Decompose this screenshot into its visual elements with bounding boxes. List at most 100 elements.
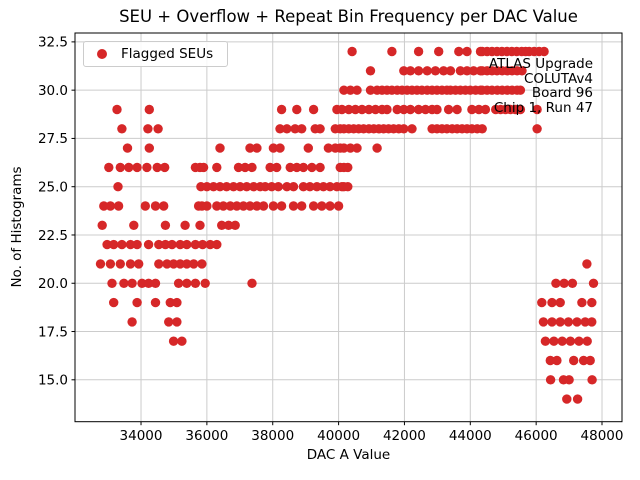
scatter-point xyxy=(545,375,556,385)
scatter-point xyxy=(555,297,565,308)
scatter-point xyxy=(150,278,161,288)
scatter-point xyxy=(272,162,282,173)
scatter-point xyxy=(164,317,174,327)
scatter-point xyxy=(102,239,112,250)
x-tick-label: 34000 xyxy=(120,428,163,444)
scatter-point xyxy=(177,336,187,346)
scatter-point xyxy=(132,239,142,250)
scatter-point xyxy=(345,143,356,153)
x-tick-label: 40000 xyxy=(317,428,360,444)
scatter-point xyxy=(198,162,209,173)
scatter-point xyxy=(577,297,587,308)
x-tick-label: 48000 xyxy=(581,428,624,444)
scatter-point xyxy=(365,66,376,76)
scatter-point xyxy=(99,201,109,211)
scatter-point xyxy=(223,220,234,230)
scatter-point xyxy=(430,66,441,76)
scatter-point xyxy=(585,355,595,366)
scatter-point xyxy=(143,278,154,288)
legend-label: Flagged SEUs xyxy=(121,46,214,62)
scatter-point xyxy=(175,239,185,250)
scatter-point xyxy=(370,104,381,115)
scatter-point xyxy=(438,66,449,76)
y-tick-label: 27.5 xyxy=(38,131,68,147)
scatter-point xyxy=(282,182,292,192)
scatter-point xyxy=(109,297,119,308)
scatter-point xyxy=(540,336,551,346)
scatter-point xyxy=(387,46,397,57)
scatter-point xyxy=(124,162,134,173)
scatter-point xyxy=(557,336,567,346)
scatter-point xyxy=(288,182,299,192)
scatter-point xyxy=(215,143,225,153)
scatter-point xyxy=(247,278,257,288)
scatter-point xyxy=(434,46,444,57)
scatter-point xyxy=(407,124,417,134)
scatter-point xyxy=(162,259,172,269)
scatter-point xyxy=(117,124,127,134)
scatter-point xyxy=(364,104,374,115)
scatter-point xyxy=(562,394,572,404)
scatter-point xyxy=(290,124,300,134)
scatter-point xyxy=(95,259,106,269)
scatter-point xyxy=(382,104,392,115)
scatter-point xyxy=(247,162,257,173)
scatter-point xyxy=(165,297,175,308)
scatter-point xyxy=(323,143,334,153)
scatter-point xyxy=(115,162,126,173)
scatter-point xyxy=(297,201,307,211)
annotation-line: ATLAS Upgrade xyxy=(488,56,593,72)
scatter-point xyxy=(232,201,242,211)
scatter-point xyxy=(235,182,245,192)
scatter-point xyxy=(347,46,357,57)
scatter-point xyxy=(392,104,402,115)
y-tick-label: 30.0 xyxy=(38,83,68,99)
scatter-point xyxy=(172,297,182,308)
scatter-point xyxy=(182,278,192,288)
scatter-point xyxy=(552,355,562,366)
scatter-point xyxy=(569,355,579,366)
scatter-point xyxy=(350,104,361,115)
scatter-point xyxy=(134,259,144,269)
x-tick-label: 42000 xyxy=(383,428,426,444)
scatter-point xyxy=(305,182,315,192)
scatter-point xyxy=(195,220,205,230)
scatter-point xyxy=(365,85,376,95)
scatter-point xyxy=(422,66,432,76)
scatter-point xyxy=(175,259,185,269)
scatter-point xyxy=(539,46,549,57)
scatter-point xyxy=(228,182,239,192)
scatter-point xyxy=(480,104,491,115)
scatter-point xyxy=(137,278,147,288)
scatter-point xyxy=(127,317,137,327)
scatter-point xyxy=(182,239,192,250)
scatter-point xyxy=(160,220,171,230)
scatter-point xyxy=(285,162,295,173)
axes-spine xyxy=(74,32,623,423)
scatter-point xyxy=(129,220,139,230)
scatter-point xyxy=(532,104,542,115)
scatter-point xyxy=(265,162,275,173)
scatter-point xyxy=(127,278,137,288)
scatter-point xyxy=(315,124,325,134)
scatter-point xyxy=(208,182,219,192)
scatter-point xyxy=(588,278,599,288)
y-tick-label: 25.0 xyxy=(38,180,68,196)
scatter-point xyxy=(107,278,117,288)
scatter-point xyxy=(212,162,222,173)
y-axis-label: No. of Histograms xyxy=(9,166,25,288)
scatter-point xyxy=(325,201,335,211)
scatter-point xyxy=(345,85,356,95)
scatter-point xyxy=(572,394,583,404)
y-tick-label: 20.0 xyxy=(38,276,68,292)
scatter-point xyxy=(580,317,590,327)
scatter-point xyxy=(218,201,228,211)
scatter-point xyxy=(238,201,249,211)
scatter-point xyxy=(517,66,527,76)
scatter-point xyxy=(420,104,431,115)
scatter-point xyxy=(565,336,576,346)
scatter-point xyxy=(115,259,126,269)
scatter-point xyxy=(245,201,255,211)
scatter-point xyxy=(567,278,578,288)
scatter-point xyxy=(468,66,479,76)
